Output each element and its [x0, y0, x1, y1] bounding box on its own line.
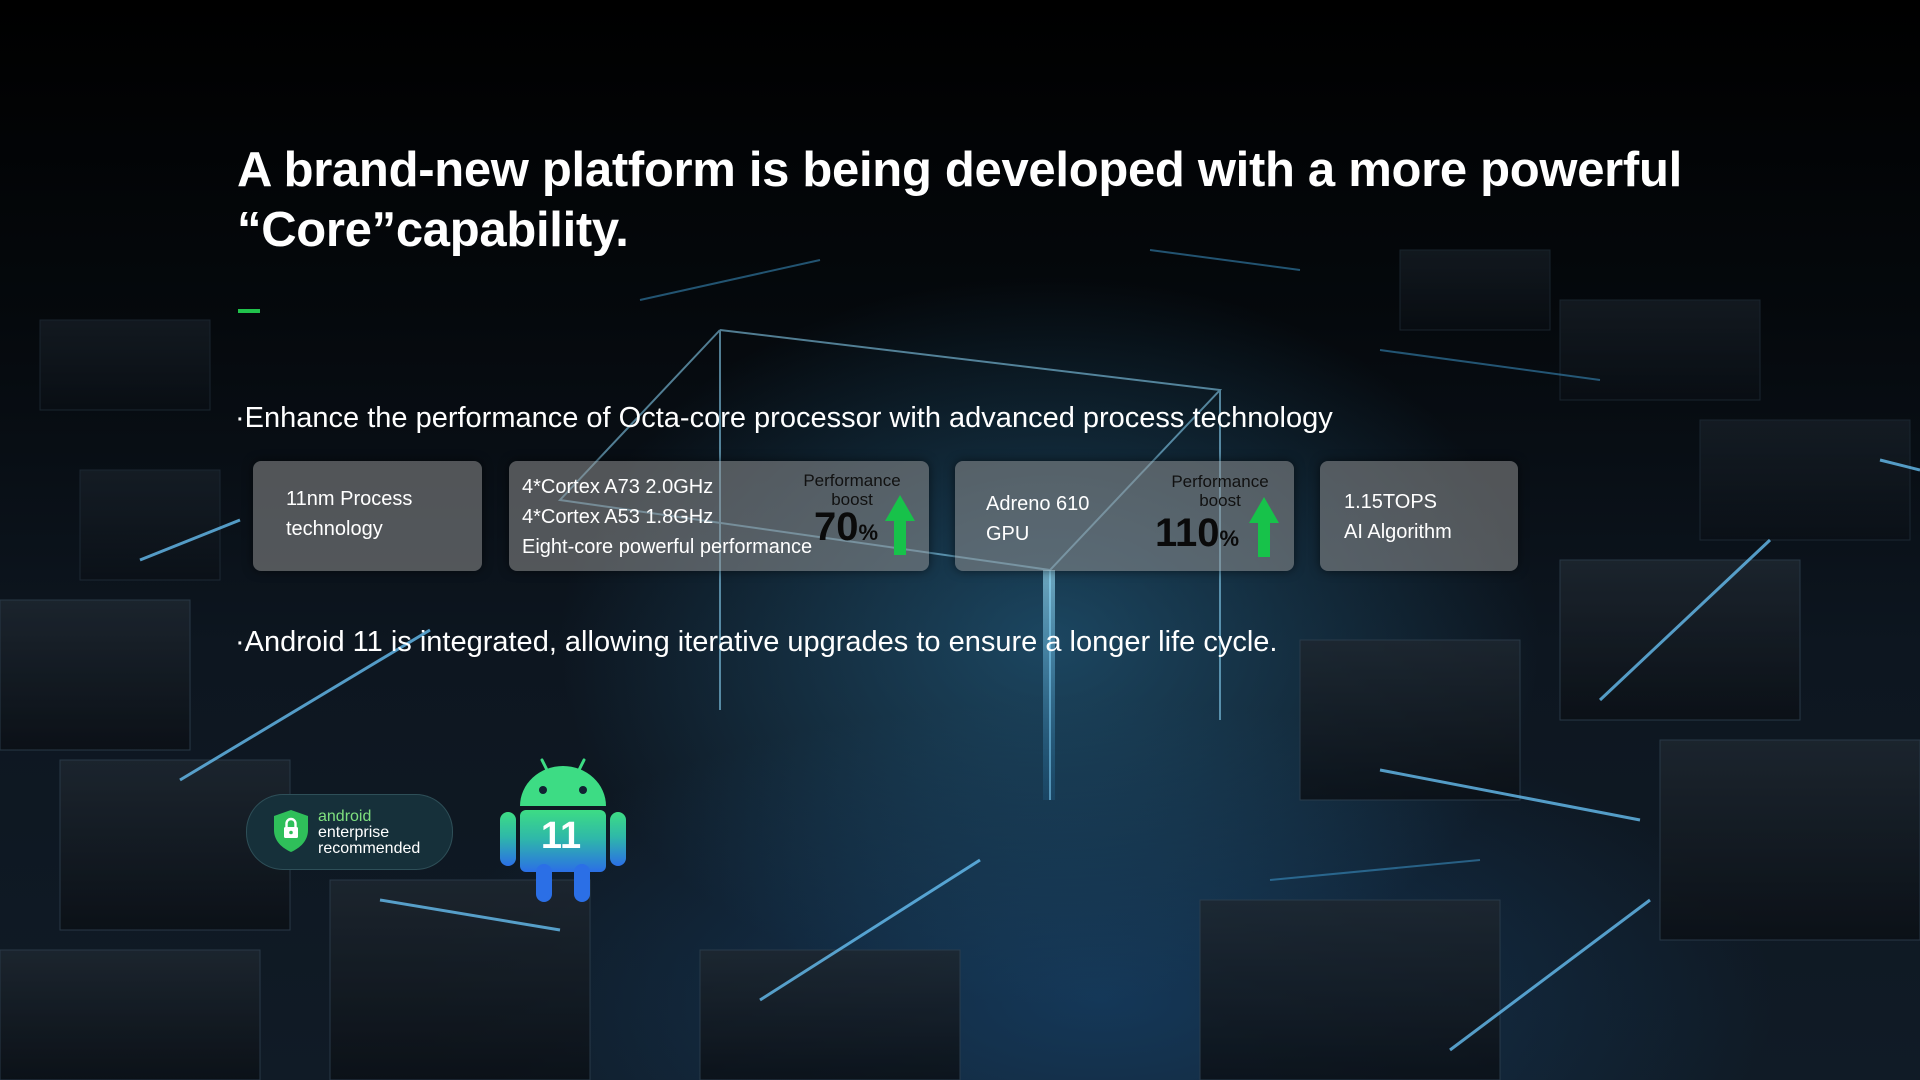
card-text: 1.15TOPS — [1344, 491, 1438, 513]
card-text: GPU — [986, 523, 1030, 545]
card-text: Adreno 610 — [986, 493, 1090, 515]
boost-label-line: boost — [1199, 491, 1241, 510]
spec-card-gpu: Adreno 610 GPU Performance boost 110% — [955, 461, 1294, 571]
boost-label-line: Performance — [1171, 472, 1269, 491]
title-line-2: “Core”capability. — [237, 203, 629, 257]
spec-card-process: 11nm Process technology — [253, 461, 482, 571]
boost-value: 70% — [814, 505, 878, 550]
badge-text: android — [318, 808, 372, 825]
up-arrow-icon — [1249, 497, 1279, 557]
up-arrow-icon — [885, 495, 915, 555]
boost-unit: % — [1219, 526, 1240, 551]
card-text: 11nm Process — [286, 488, 413, 510]
boost-label: Performance boost — [1165, 472, 1275, 510]
android-version-number: 11 — [540, 815, 582, 857]
boost-number: 70 — [814, 505, 859, 549]
spec-card-ai: 1.15TOPS AI Algorithm — [1320, 461, 1518, 571]
card-text: AI Algorithm — [1344, 521, 1452, 543]
bullet-processor: ·Enhance the performance of Octa-core pr… — [235, 402, 1333, 434]
card-text: 4*Cortex A53 1.8GHz — [522, 506, 714, 528]
card-text: Eight-core powerful performance — [522, 536, 813, 558]
boost-label-line: Performance — [803, 471, 901, 490]
badge-text: enterprise — [318, 824, 390, 841]
shield-lock-icon — [274, 810, 308, 852]
boost-unit: % — [858, 520, 879, 545]
boost-number: 110 — [1155, 511, 1220, 555]
page-title: A brand-new platform is being developed … — [237, 140, 1687, 260]
title-line-1: A brand-new platform is being developed … — [237, 143, 1682, 197]
android-11-logo: 11 — [498, 756, 628, 906]
accent-divider — [238, 309, 260, 313]
bullet-android: ·Android 11 is integrated, allowing iter… — [235, 626, 1278, 658]
badge-text: recommended — [318, 840, 421, 857]
card-text: technology — [286, 518, 383, 540]
card-text: 4*Cortex A73 2.0GHz — [522, 476, 714, 498]
boost-value: 110% — [1155, 511, 1239, 556]
android-enterprise-badge: android enterprise recommended — [246, 794, 453, 870]
android-robot-icon — [500, 758, 626, 902]
boost-label: Performance boost — [802, 471, 902, 509]
boost-label-line: boost — [831, 490, 873, 509]
spec-card-cpu: 4*Cortex A73 2.0GHz 4*Cortex A53 1.8GHz … — [509, 461, 929, 571]
